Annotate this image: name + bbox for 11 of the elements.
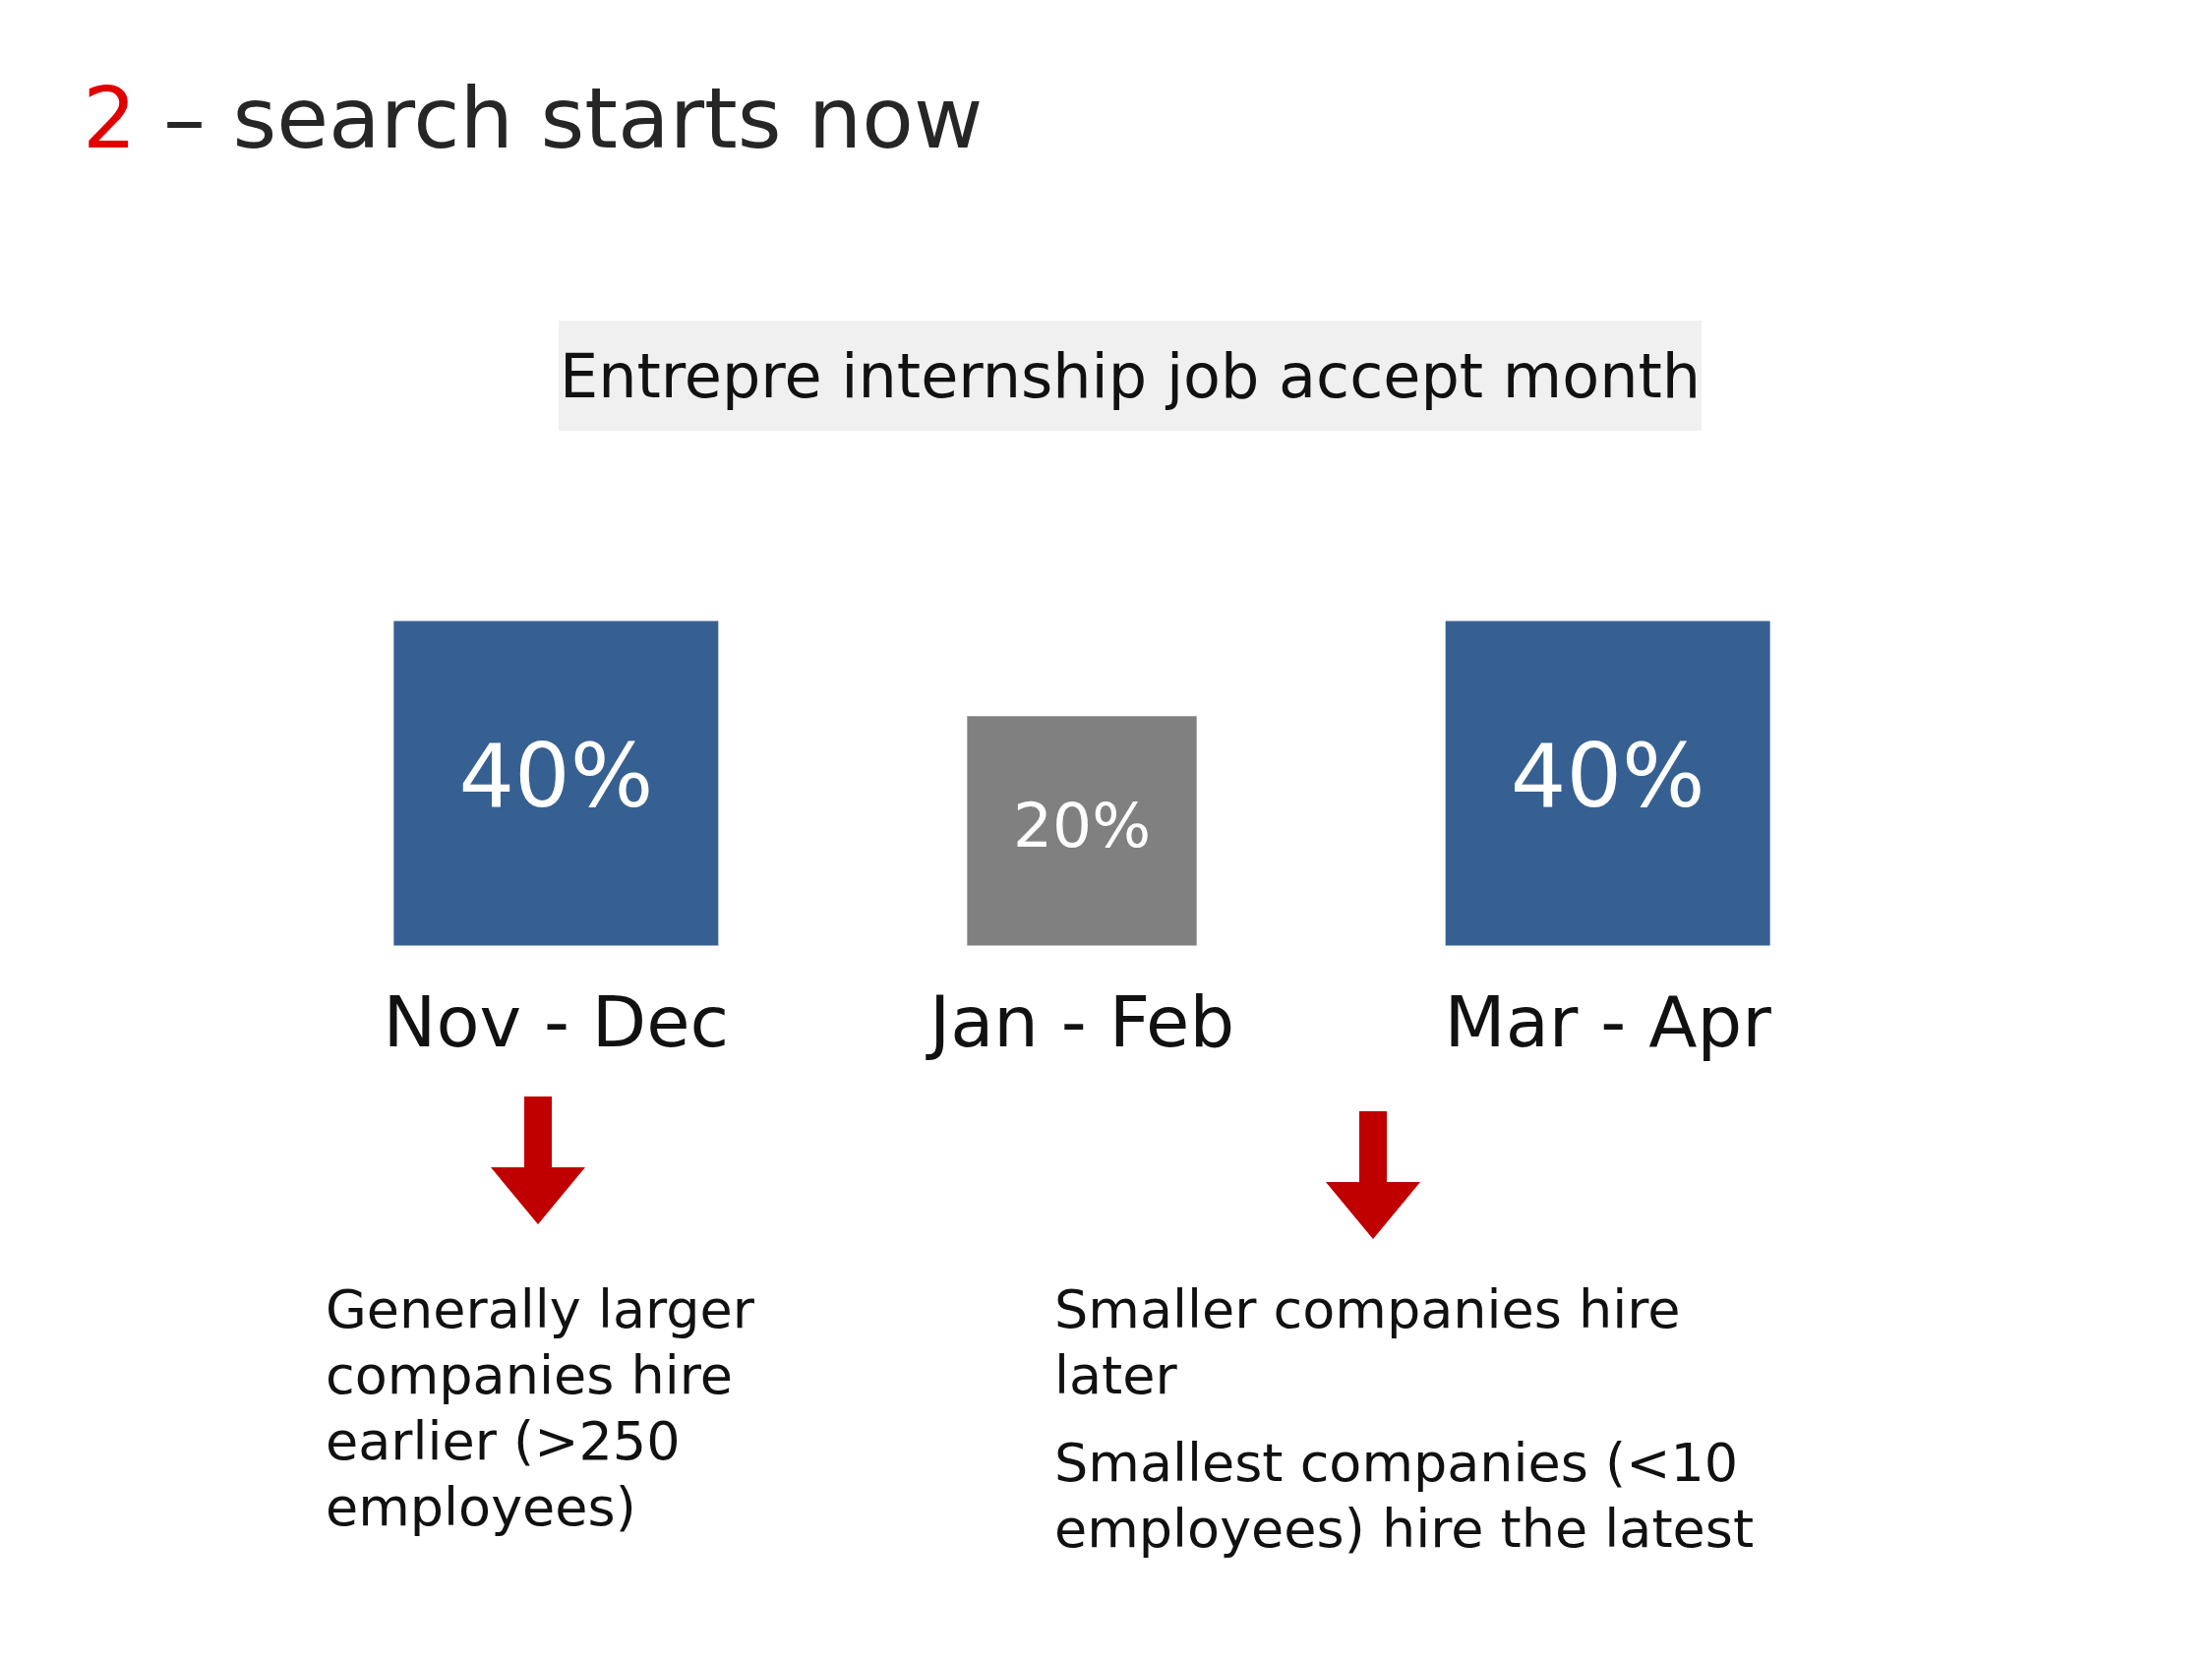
data-label: 40% bbox=[458, 724, 654, 827]
data-label: 40% bbox=[1510, 724, 1705, 827]
data-label: 20% bbox=[1012, 790, 1152, 862]
text: Generally larger companies hire earlier (>250 employees) bbox=[326, 1277, 755, 1540]
category-label: Jan - Feb bbox=[925, 979, 1235, 1063]
text: Smallest companies (<10 employees) hire the latest bbox=[1054, 1431, 1756, 1562]
category-label: Mar - Apr bbox=[1444, 979, 1772, 1063]
text: Smaller companies hire later bbox=[1054, 1277, 1682, 1408]
category-label: Nov - Dec bbox=[383, 979, 730, 1063]
text: Entrepre internship job accept month bbox=[559, 321, 1702, 431]
text: 2 – search starts now bbox=[83, 69, 984, 167]
